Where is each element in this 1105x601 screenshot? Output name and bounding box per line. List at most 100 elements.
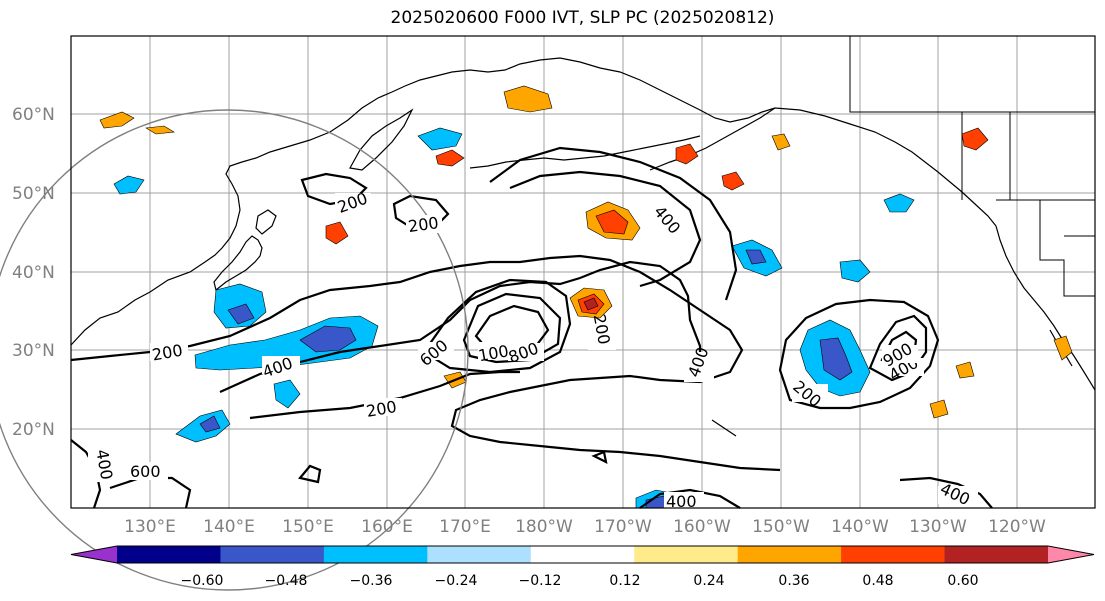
contour-east-200	[778, 298, 940, 410]
coast-asia	[70, 57, 601, 346]
colorbar-segment	[323, 546, 428, 563]
border-provinces	[961, 112, 1011, 200]
neg-field-japan-core	[299, 325, 357, 353]
colorbar-segment	[944, 546, 1049, 563]
colorbar-tick-label: 0.48	[862, 573, 893, 589]
lon-label: 160°W	[673, 517, 731, 537]
coast-north-america	[995, 225, 1096, 391]
border-us-canada-alaska	[849, 36, 1095, 113]
gridlines	[71, 36, 1095, 508]
contour-label: 200	[407, 213, 440, 236]
contour-south-400b	[899, 476, 993, 509]
colorbar-tick-label: 0.24	[693, 573, 724, 589]
colorbar-tick-label: −0.60	[181, 573, 224, 589]
contour-main-200	[70, 254, 781, 472]
latitude-labels: 60°N 50°N 40°N 30°N 20°N	[12, 105, 55, 440]
chart-title: 2025020600 F000 IVT, SLP PC (2025020812)	[390, 8, 775, 28]
lon-label: 160°E	[361, 517, 413, 537]
lat-label: 40°N	[12, 263, 55, 283]
lon-label: 130°W	[909, 517, 967, 537]
lon-label: 140°W	[831, 517, 889, 537]
colorbar-segment	[841, 546, 946, 563]
neg-field-small-4-core	[745, 249, 767, 265]
pos-field-small-11	[145, 125, 175, 135]
lon-label: 170°E	[439, 517, 491, 537]
pos-field-small-8	[929, 399, 949, 419]
pos-field-small-7	[1053, 335, 1073, 361]
colorbar-outline	[70, 545, 1095, 564]
neg-field-small-8	[273, 379, 301, 409]
contour-label: 400	[666, 492, 697, 511]
colorbar-tick-labels: −0.60 −0.48 −0.36 −0.24 −0.12 0.12 0.24 …	[181, 573, 979, 589]
map-frame	[70, 35, 1096, 509]
lat-label: 30°N	[12, 341, 55, 361]
neg-field-small-2	[417, 127, 463, 151]
coast-gulf-alaska	[774, 107, 997, 227]
pos-field-west	[325, 221, 349, 245]
contour-gulf-outer	[489, 146, 738, 301]
pos-field-small-5	[721, 171, 745, 191]
contour-600	[422, 278, 572, 374]
colorbar-tick-label: 0.36	[778, 573, 809, 589]
contour-lower-large	[297, 450, 608, 484]
ivt-negative-fields	[113, 127, 915, 509]
pos-field-alaska	[503, 85, 553, 113]
colorbar-segment	[530, 546, 635, 563]
pos-field-small-4	[675, 143, 699, 165]
lat-label: 60°N	[12, 105, 55, 125]
neg-field-east-pacific-core	[819, 337, 853, 381]
colorbar-tick-label: 0.60	[947, 573, 978, 589]
contour-200-ring	[249, 370, 520, 420]
colorbar-extend-high	[1048, 546, 1094, 563]
neg-field-small-7	[883, 193, 915, 213]
colorbar-tick-label: −0.48	[265, 573, 308, 589]
lat-label: 20°N	[12, 420, 55, 440]
ivt-positive-fields	[99, 85, 1073, 419]
lon-label: 130°E	[124, 517, 176, 537]
lat-label: 50°N	[12, 184, 55, 204]
pos-field-small-3	[961, 127, 989, 151]
lon-label: 180°W	[515, 517, 573, 537]
lon-label: 170°W	[594, 517, 652, 537]
lon-label: 140°E	[203, 517, 255, 537]
contour-label: 600	[130, 462, 161, 481]
lon-label: 150°W	[752, 517, 810, 537]
neg-field-small-1-core	[199, 415, 221, 433]
colorbar-tick-label: −0.36	[350, 573, 393, 589]
colorbar-tick-label: 0.12	[609, 573, 640, 589]
colorbar	[70, 545, 1095, 564]
border-states-1	[1039, 200, 1095, 297]
pos-field-mid-inner	[583, 297, 599, 311]
coast-aleutians	[469, 135, 701, 169]
colorbar-segment	[427, 546, 532, 563]
colorbar-tick-label: −0.12	[519, 573, 562, 589]
colorbar-segment	[220, 546, 325, 563]
longitude-labels: 130°E 140°E 150°E 160°E 170°E 180°W 170°…	[124, 517, 1046, 537]
reference-circle	[0, 109, 469, 591]
coast-hawaii	[711, 419, 737, 437]
pos-field-small-10	[771, 133, 791, 151]
pos-field-small-2	[435, 149, 465, 167]
colorbar-tick-label: −0.24	[435, 573, 478, 589]
colorbar-segment	[634, 546, 739, 563]
neg-field-honshu-core	[227, 303, 255, 325]
colorbar-segment	[117, 546, 221, 563]
coast-alaska-peninsula	[649, 107, 776, 171]
colorbar-segment	[737, 546, 842, 563]
coast-alaska-north	[599, 67, 776, 123]
neg-field-small-3	[113, 175, 145, 195]
lon-label: 150°E	[282, 517, 334, 537]
coast-kamchatka	[349, 108, 414, 171]
coast-japan	[213, 235, 263, 292]
contour-sw-600	[109, 476, 192, 509]
lon-label: 120°W	[988, 517, 1046, 537]
contour-east-400	[868, 314, 928, 382]
pos-field-small-1	[99, 111, 135, 129]
colorbar-extend-low	[71, 546, 117, 563]
contour-south-400	[639, 488, 741, 509]
pos-field-small-9	[955, 361, 975, 379]
pos-field-gulf-core	[595, 209, 629, 235]
neg-field-small-5	[839, 259, 871, 283]
borders	[849, 36, 1095, 297]
coast-hokkaido	[255, 209, 277, 235]
